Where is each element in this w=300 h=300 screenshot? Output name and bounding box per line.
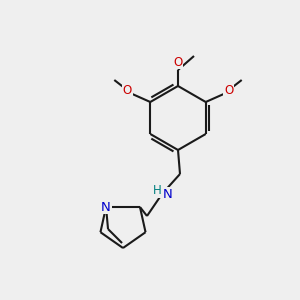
Text: O: O [224, 85, 233, 98]
Text: O: O [173, 56, 183, 68]
Text: N: N [163, 188, 173, 200]
Text: O: O [123, 85, 132, 98]
Text: H: H [153, 184, 161, 197]
Text: N: N [101, 200, 111, 214]
